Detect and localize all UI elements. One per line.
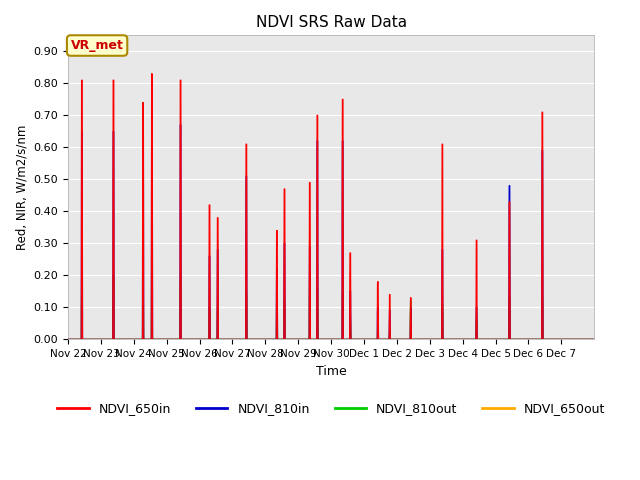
Legend: NDVI_650in, NDVI_810in, NDVI_810out, NDVI_650out: NDVI_650in, NDVI_810in, NDVI_810out, NDV… [52, 397, 610, 420]
Y-axis label: Red, NIR, W/m2/s/nm: Red, NIR, W/m2/s/nm [15, 125, 28, 250]
X-axis label: Time: Time [316, 365, 346, 378]
Text: VR_met: VR_met [70, 39, 124, 52]
Title: NDVI SRS Raw Data: NDVI SRS Raw Data [255, 15, 406, 30]
